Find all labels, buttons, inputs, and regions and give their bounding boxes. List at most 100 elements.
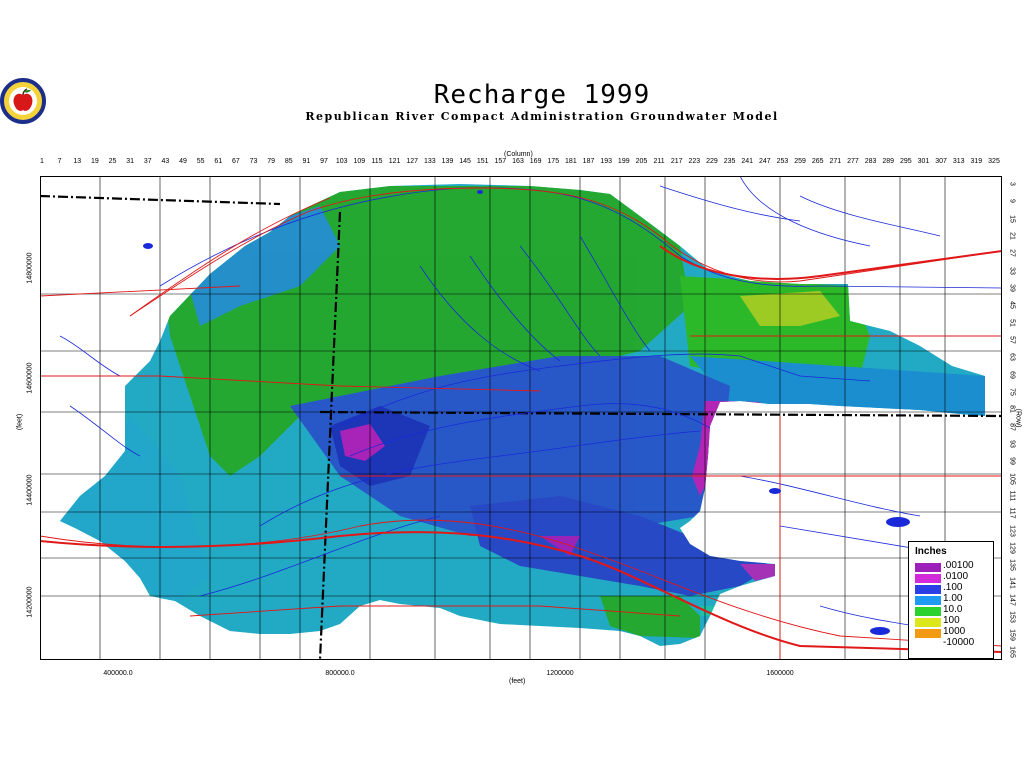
row-tick: 147 — [1008, 594, 1016, 606]
column-tick: 127 — [406, 158, 419, 165]
page-subtitle: Republican River Compact Administration … — [305, 110, 779, 123]
row-tick: 9 — [1008, 199, 1016, 204]
column-tick: 277 — [847, 158, 859, 165]
recharge-map — [40, 176, 1002, 660]
column-tick: 193 — [600, 158, 612, 165]
row-tick: 117 — [1008, 507, 1016, 519]
legend-label: .0100 — [943, 571, 969, 582]
column-tick: 163 — [512, 158, 524, 165]
row-tick: 99 — [1008, 457, 1016, 466]
legend-swatch — [915, 618, 941, 627]
column-tick: 37 — [143, 158, 152, 165]
row-tick: 27 — [1008, 249, 1016, 258]
row-tick: 105 — [1008, 472, 1016, 485]
row-tick: 123 — [1008, 524, 1016, 537]
column-tick: 307 — [935, 158, 947, 165]
row-tick: 21 — [1008, 232, 1016, 240]
y-axis-unit: (feet) — [16, 413, 24, 431]
column-tick: 325 — [988, 158, 1000, 165]
column-tick: 121 — [388, 158, 401, 165]
column-tick: 31 — [126, 158, 135, 165]
column-tick: 175 — [547, 158, 560, 165]
y-tick: 14600000 — [26, 362, 34, 394]
row-tick: 93 — [1008, 440, 1016, 448]
column-tick: 157 — [494, 158, 507, 165]
column-tick: 97 — [320, 158, 328, 165]
county-grid — [40, 176, 1002, 660]
x-tick: 1600000 — [766, 670, 794, 677]
column-tick: 247 — [758, 158, 771, 165]
legend-label: 1.00 — [943, 593, 963, 604]
legend-swatch — [915, 574, 941, 583]
column-tick: 199 — [617, 158, 630, 165]
column-tick: 1 — [40, 158, 44, 165]
x-tick: 800000.0 — [325, 670, 355, 677]
column-tick: 295 — [900, 158, 912, 165]
legend-swatch — [915, 640, 941, 649]
legend-swatch — [915, 629, 941, 638]
major-highways — [40, 245, 1002, 653]
column-tick: 91 — [302, 158, 311, 165]
legend-title: Inches — [915, 546, 947, 557]
row-tick: 57 — [1008, 336, 1016, 344]
column-tick: 115 — [371, 158, 383, 165]
row-tick: 111 — [1008, 490, 1016, 502]
column-tick: 289 — [882, 158, 895, 165]
column-tick: 67 — [232, 158, 240, 165]
column-tick: 103 — [335, 158, 348, 165]
column-tick: 283 — [864, 158, 877, 165]
column-tick: 235 — [723, 158, 736, 165]
legend-label: 10.0 — [943, 604, 963, 615]
row-tick: 135 — [1008, 559, 1016, 572]
map-frame — [40, 176, 1002, 660]
column-tick: 133 — [424, 158, 436, 165]
x-tick: 1200000 — [546, 670, 574, 677]
column-tick: 7 — [57, 158, 62, 165]
row-tick: 159 — [1008, 628, 1016, 641]
row-tick: 51 — [1008, 318, 1016, 327]
legend-label: .100 — [943, 582, 963, 593]
row-tick: 75 — [1008, 388, 1016, 396]
row-tick: 129 — [1008, 542, 1016, 554]
y-tick: 14200000 — [26, 586, 34, 618]
column-tick: 319 — [970, 158, 983, 165]
color-legend: Inches .00100.0100.100 1.00 10.0 100 1000 -10… — [908, 541, 994, 659]
column-tick: 145 — [459, 158, 471, 165]
row-tick: 39 — [1008, 284, 1016, 292]
column-tick: 217 — [670, 158, 683, 165]
legend-swatch — [915, 596, 941, 605]
column-tick: 169 — [529, 158, 542, 165]
legend-label: -10000 — [943, 637, 975, 648]
row-tick: 63 — [1008, 353, 1016, 362]
column-tick: 265 — [811, 158, 824, 165]
row-tick: 165 — [1008, 646, 1016, 658]
column-tick: 205 — [635, 158, 648, 165]
column-tick: 109 — [353, 158, 366, 165]
state-boundaries — [40, 194, 1002, 660]
x-axis-unit: (feet) — [509, 678, 526, 685]
column-tick: 79 — [267, 158, 276, 165]
column-tick: 259 — [794, 158, 806, 165]
agency-seal-logo-icon — [0, 78, 46, 124]
row-tick: 153 — [1008, 611, 1016, 624]
x-tick: 400000.0 — [103, 670, 133, 677]
column-tick: 43 — [161, 158, 170, 165]
column-tick: 301 — [917, 158, 930, 165]
column-tick: 271 — [829, 158, 842, 165]
column-tick: 229 — [706, 158, 718, 165]
column-tick: 187 — [582, 158, 595, 165]
column-tick: 313 — [952, 158, 965, 165]
legend-swatch — [915, 563, 941, 572]
y-tick: 14400000 — [26, 474, 34, 506]
lakes — [143, 190, 910, 635]
legend-swatch — [915, 585, 941, 594]
column-tick: 181 — [565, 158, 577, 165]
column-tick: 73 — [249, 158, 258, 165]
row-tick: 15 — [1008, 214, 1016, 223]
row-tick: 141 — [1008, 576, 1016, 589]
column-tick: 61 — [214, 158, 223, 165]
column-tick: 19 — [90, 158, 99, 165]
row-tick: 69 — [1008, 370, 1016, 379]
column-tick: 13 — [73, 158, 82, 165]
column-tick: 211 — [653, 158, 665, 165]
